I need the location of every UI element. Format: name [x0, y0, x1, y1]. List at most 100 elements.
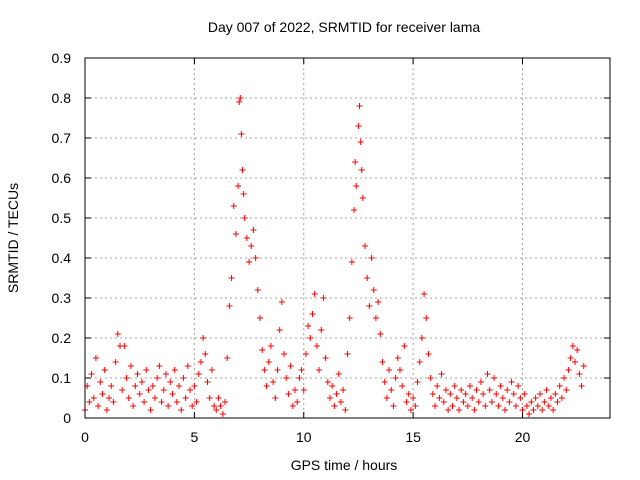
data-point: [425, 351, 432, 357]
data-point: [92, 355, 99, 361]
data-point: [399, 383, 406, 389]
data-point: [580, 363, 587, 369]
data-point: [403, 399, 410, 405]
data-point: [449, 403, 456, 409]
data-point: [90, 395, 97, 401]
x-tick-label: 20: [515, 429, 531, 445]
data-point: [154, 375, 161, 381]
data-point: [180, 375, 187, 381]
y-axis-label: SRMTID / TECUs: [5, 183, 21, 293]
axis-ticks: 0 0.1 0.2 0.3 0.4 0.5 0.6 0.7 0.8 0.9 0 5 10 15 20: [52, 50, 610, 445]
data-point: [263, 383, 270, 389]
data-point: [372, 315, 379, 321]
data-point: [565, 367, 572, 373]
data-point: [270, 379, 277, 385]
data-point: [265, 359, 272, 365]
data-point: [469, 395, 476, 401]
data-point: [488, 399, 495, 405]
data-point: [292, 387, 298, 393]
data-point: [143, 367, 150, 373]
data-point: [388, 387, 395, 393]
data-point: [236, 99, 243, 105]
data-point: [222, 399, 228, 405]
data-point: [167, 379, 174, 385]
data-point: [95, 403, 102, 409]
y-tick-label: 0.8: [52, 90, 72, 106]
data-point: [436, 395, 443, 401]
data-point: [335, 371, 342, 377]
data-point: [195, 371, 202, 377]
data-point: [127, 363, 134, 369]
data-point: [552, 391, 559, 397]
data-point: [285, 391, 292, 397]
data-point: [530, 407, 537, 413]
data-point: [375, 299, 382, 305]
data-point: [337, 399, 344, 405]
data-point: [307, 335, 314, 341]
data-point: [313, 343, 320, 349]
data-point: [103, 407, 110, 413]
data-point: [357, 139, 364, 145]
data-point: [541, 399, 548, 405]
data-point: [517, 395, 524, 401]
x-axis-label: GPS time / hours: [291, 457, 398, 473]
data-point: [368, 255, 375, 261]
data-point: [158, 399, 165, 405]
data-point: [254, 287, 261, 293]
data-point: [397, 367, 403, 373]
data-point: [278, 299, 285, 305]
data-point: [453, 395, 460, 401]
data-point: [532, 395, 539, 401]
y-tick-label: 0.6: [52, 170, 72, 186]
data-point: [414, 379, 421, 385]
data-point: [477, 379, 484, 385]
data-point: [147, 407, 154, 413]
data-point: [176, 383, 183, 389]
data-point: [283, 375, 290, 381]
data-point: [134, 371, 141, 377]
data-point: [545, 403, 552, 409]
data-point: [162, 371, 169, 377]
data-point: [495, 403, 502, 409]
y-tick-label: 0.7: [52, 130, 72, 146]
data-point: [261, 367, 268, 373]
data-point: [438, 371, 445, 377]
data-point: [228, 275, 235, 281]
data-point: [267, 343, 274, 349]
data-point: [217, 403, 224, 409]
data-point: [362, 243, 368, 249]
data-point: [412, 403, 419, 409]
data-point: [173, 399, 180, 405]
data-point: [558, 395, 565, 401]
data-point: [390, 403, 397, 409]
data-point: [506, 399, 513, 405]
data-point: [508, 379, 515, 385]
data-point: [423, 315, 430, 321]
data-point: [289, 403, 296, 409]
data-point: [215, 395, 222, 401]
data-point: [554, 399, 561, 405]
data-point: [331, 403, 338, 409]
data-point: [434, 383, 441, 389]
data-point: [311, 291, 318, 297]
data-point: [152, 395, 158, 401]
data-point: [429, 391, 436, 397]
data-point: [101, 367, 108, 373]
data-point: [178, 407, 185, 413]
data-point: [182, 395, 189, 401]
data-point: [130, 403, 137, 409]
x-tick-label: 5: [190, 429, 198, 445]
data-point: [394, 355, 401, 361]
y-tick-label: 0.9: [52, 50, 72, 66]
data-point: [200, 335, 207, 341]
x-tick-label: 10: [296, 429, 312, 445]
data-point: [232, 231, 239, 237]
data-point: [322, 355, 329, 361]
data-point: [543, 387, 550, 393]
data-point: [327, 395, 333, 401]
data-point: [405, 391, 412, 397]
y-tick-label: 0.2: [52, 330, 72, 346]
data-point: [298, 367, 305, 373]
data-point: [458, 387, 465, 393]
